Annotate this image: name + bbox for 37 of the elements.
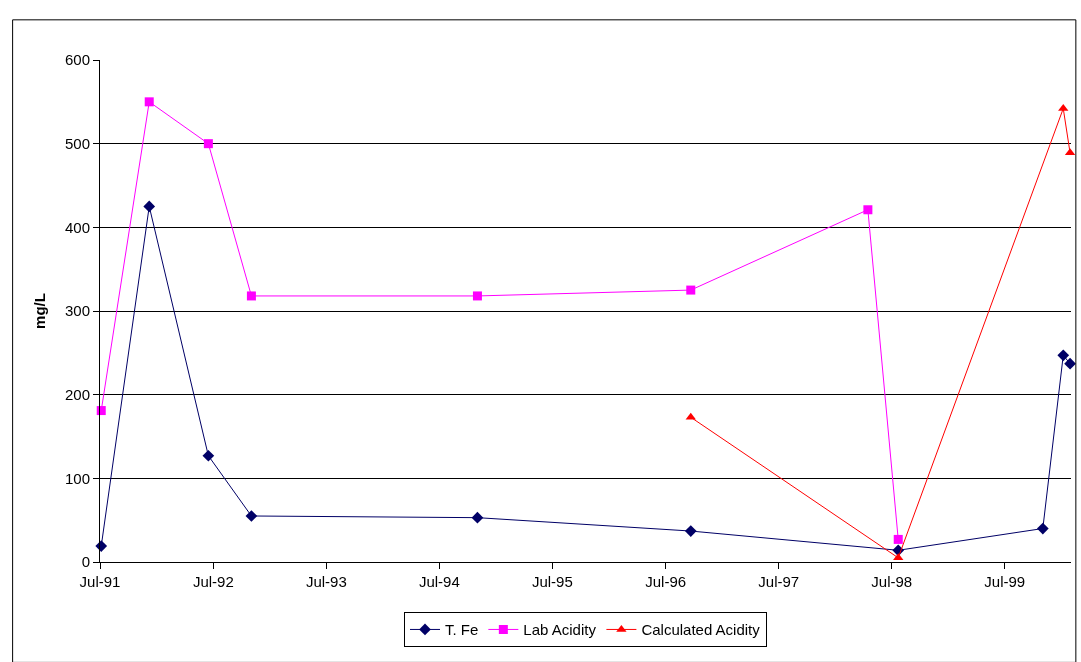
x-tick-label: Jul-96	[645, 573, 687, 590]
point	[472, 291, 482, 301]
point	[686, 285, 696, 295]
y-tick-label: 500	[64, 134, 90, 152]
point	[246, 291, 256, 301]
y-tick-label: 400	[64, 218, 90, 236]
point	[685, 412, 696, 420]
point	[863, 205, 873, 215]
legend-label: T. Fe	[445, 621, 479, 639]
legend-label: Calculated Acidity	[641, 621, 761, 639]
y-tick-label: 600	[64, 51, 90, 69]
point	[1064, 357, 1076, 370]
point	[245, 510, 258, 522]
x-tick-label: Jul-98	[871, 573, 913, 590]
legend-label: Lab Acidity	[523, 621, 597, 639]
x-tick-label: Jul-94	[418, 573, 460, 590]
point	[1036, 522, 1049, 535]
point	[144, 97, 154, 107]
point	[202, 449, 215, 462]
x-tick-label: Jul-91	[79, 573, 121, 590]
y-tick-label: 100	[64, 469, 90, 487]
x-tick-label: Jul-97	[758, 573, 800, 590]
point	[893, 553, 904, 561]
x-tick-label: Jul-95	[531, 573, 573, 590]
point	[684, 525, 697, 537]
point	[471, 511, 484, 524]
y-tick-label: 200	[64, 385, 90, 403]
y-axis-title: mg/L	[31, 293, 49, 329]
x-tick-label: Jul-92	[192, 573, 234, 590]
point	[893, 534, 903, 544]
y-tick-label: 0	[81, 553, 90, 571]
point	[203, 139, 213, 149]
x-tick-label: Jul-99	[984, 573, 1026, 590]
point	[143, 200, 156, 213]
point	[1057, 349, 1070, 362]
y-tick-label: 300	[64, 302, 90, 320]
x-tick-label: Jul-93	[305, 573, 347, 590]
